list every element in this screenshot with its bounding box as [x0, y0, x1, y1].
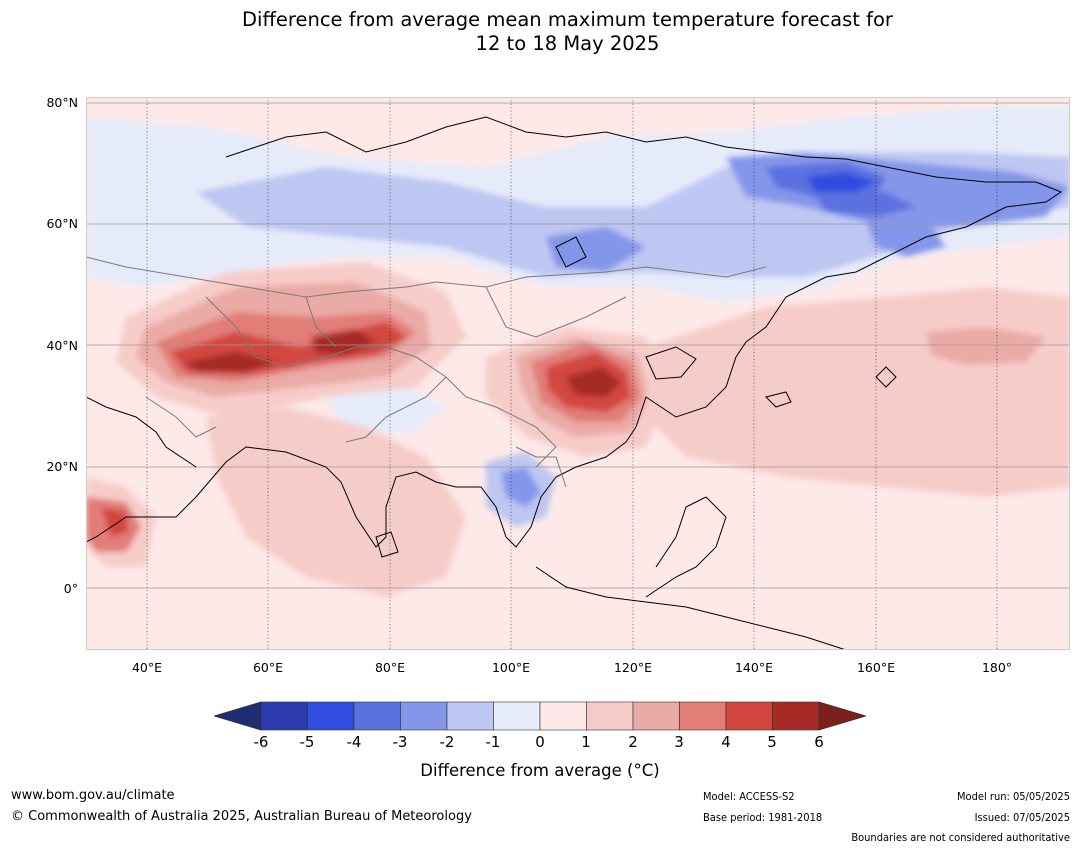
colorbar-tick-m5: -5	[299, 733, 315, 751]
colorbar-graphic	[212, 701, 868, 731]
colorbar-tick-1: 1	[581, 733, 591, 751]
colorbar-tick-2: 2	[628, 733, 638, 751]
colorbar	[212, 700, 868, 732]
issued-date: Issued: 07/05/2025	[974, 811, 1070, 824]
copyright-text: © Commonwealth of Australia 2025, Austra…	[11, 809, 472, 824]
coastlines	[86, 116, 1063, 650]
colorbar-cell	[632, 701, 680, 731]
anomaly-map	[86, 97, 1070, 650]
colorbar-tick-4: 4	[721, 733, 731, 751]
boundaries-disclaimer: Boundaries are not considered authoritat…	[851, 831, 1070, 844]
lat-label-20n: 20°N	[46, 459, 78, 474]
lat-label-80n: 80°N	[46, 95, 78, 110]
colorbar-cell	[772, 701, 820, 731]
website-link[interactable]: www.bom.gov.au/climate	[11, 788, 175, 803]
colorbar-tick-m3: -3	[392, 733, 408, 751]
model-run-date: Model run: 05/05/2025	[957, 790, 1070, 803]
colorbar-cell	[725, 701, 773, 731]
lat-label-40n: 40°N	[46, 338, 78, 353]
lon-label-180: 180°	[981, 660, 1013, 675]
colorbar-cell	[679, 701, 727, 731]
colorbar-over-triangle	[818, 701, 868, 731]
colorbar-label: Difference from average (°C)	[420, 761, 660, 780]
colorbar-cell	[260, 701, 308, 731]
anomaly-field	[86, 107, 1070, 597]
colorbar-cell	[400, 701, 448, 731]
lon-label-80e: 80°E	[374, 660, 406, 675]
base-period: Base period: 1981-2018	[703, 811, 823, 824]
map-canvas	[86, 97, 1070, 650]
lon-label-40e: 40°E	[131, 660, 163, 675]
map-title: Difference from average mean maximum tem…	[0, 8, 1081, 56]
colorbar-tick-3: 3	[674, 733, 684, 751]
lat-label-0: 0°	[63, 581, 78, 596]
graticule-parallels	[86, 102, 1070, 589]
colorbar-cell	[446, 701, 494, 731]
lon-label-140e: 140°E	[734, 660, 773, 675]
colorbar-cell	[493, 701, 541, 731]
title-line-2: 12 to 18 May 2025	[475, 32, 660, 55]
colorbar-tick-m2: -2	[439, 733, 455, 751]
colorbar-tick-m4: -4	[346, 733, 362, 751]
lon-label-120e: 120°E	[613, 660, 652, 675]
colorbar-tick-0: 0	[535, 733, 545, 751]
lon-label-100e: 100°E	[491, 660, 530, 675]
colorbar-under-triangle	[212, 701, 262, 731]
title-line-1: Difference from average mean maximum tem…	[242, 8, 893, 31]
colorbar-tick-6: 6	[814, 733, 824, 751]
colorbar-tick-m6: -6	[253, 733, 269, 751]
lat-label-60n: 60°N	[46, 216, 78, 231]
map-frame	[86, 97, 1070, 650]
colorbar-tick-m1: -1	[485, 733, 501, 751]
lon-label-60e: 60°E	[252, 660, 284, 675]
colorbar-cell	[539, 701, 587, 731]
colorbar-cell	[353, 701, 401, 731]
lon-label-160e: 160°E	[856, 660, 895, 675]
colorbar-cell	[586, 701, 634, 731]
country-borders	[86, 256, 767, 488]
model-name: Model: ACCESS-S2	[703, 790, 795, 803]
graticule-meridians	[146, 97, 998, 650]
colorbar-tick-5: 5	[767, 733, 777, 751]
colorbar-cells	[260, 701, 820, 731]
colorbar-cell	[307, 701, 355, 731]
